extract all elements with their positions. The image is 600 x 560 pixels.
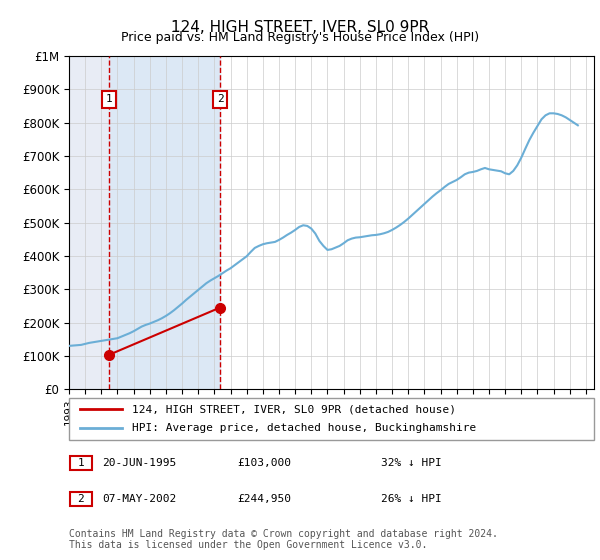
FancyBboxPatch shape bbox=[69, 398, 594, 440]
Text: £244,950: £244,950 bbox=[237, 494, 291, 504]
Text: 1: 1 bbox=[77, 458, 85, 468]
Text: 1: 1 bbox=[106, 94, 112, 104]
FancyBboxPatch shape bbox=[70, 455, 92, 470]
Text: Contains HM Land Registry data © Crown copyright and database right 2024.: Contains HM Land Registry data © Crown c… bbox=[69, 529, 498, 539]
Bar bbox=[109, 56, 220, 389]
Text: 124, HIGH STREET, IVER, SL0 9PR (detached house): 124, HIGH STREET, IVER, SL0 9PR (detache… bbox=[132, 404, 456, 414]
Bar bbox=[220, 56, 594, 389]
Text: This data is licensed under the Open Government Licence v3.0.: This data is licensed under the Open Gov… bbox=[69, 540, 427, 550]
Text: £103,000: £103,000 bbox=[237, 458, 291, 468]
Text: 26% ↓ HPI: 26% ↓ HPI bbox=[381, 494, 442, 504]
Text: 2: 2 bbox=[77, 494, 85, 504]
Text: HPI: Average price, detached house, Buckinghamshire: HPI: Average price, detached house, Buck… bbox=[132, 423, 476, 433]
Text: 32% ↓ HPI: 32% ↓ HPI bbox=[381, 458, 442, 468]
FancyBboxPatch shape bbox=[70, 492, 92, 506]
Text: 124, HIGH STREET, IVER, SL0 9PR: 124, HIGH STREET, IVER, SL0 9PR bbox=[171, 20, 429, 35]
Text: 20-JUN-1995: 20-JUN-1995 bbox=[102, 458, 176, 468]
Bar bbox=[69, 56, 109, 389]
Bar bbox=[69, 56, 109, 389]
Text: 07-MAY-2002: 07-MAY-2002 bbox=[102, 494, 176, 504]
Text: 2: 2 bbox=[217, 94, 223, 104]
Bar bbox=[220, 56, 594, 389]
Text: Price paid vs. HM Land Registry's House Price Index (HPI): Price paid vs. HM Land Registry's House … bbox=[121, 31, 479, 44]
